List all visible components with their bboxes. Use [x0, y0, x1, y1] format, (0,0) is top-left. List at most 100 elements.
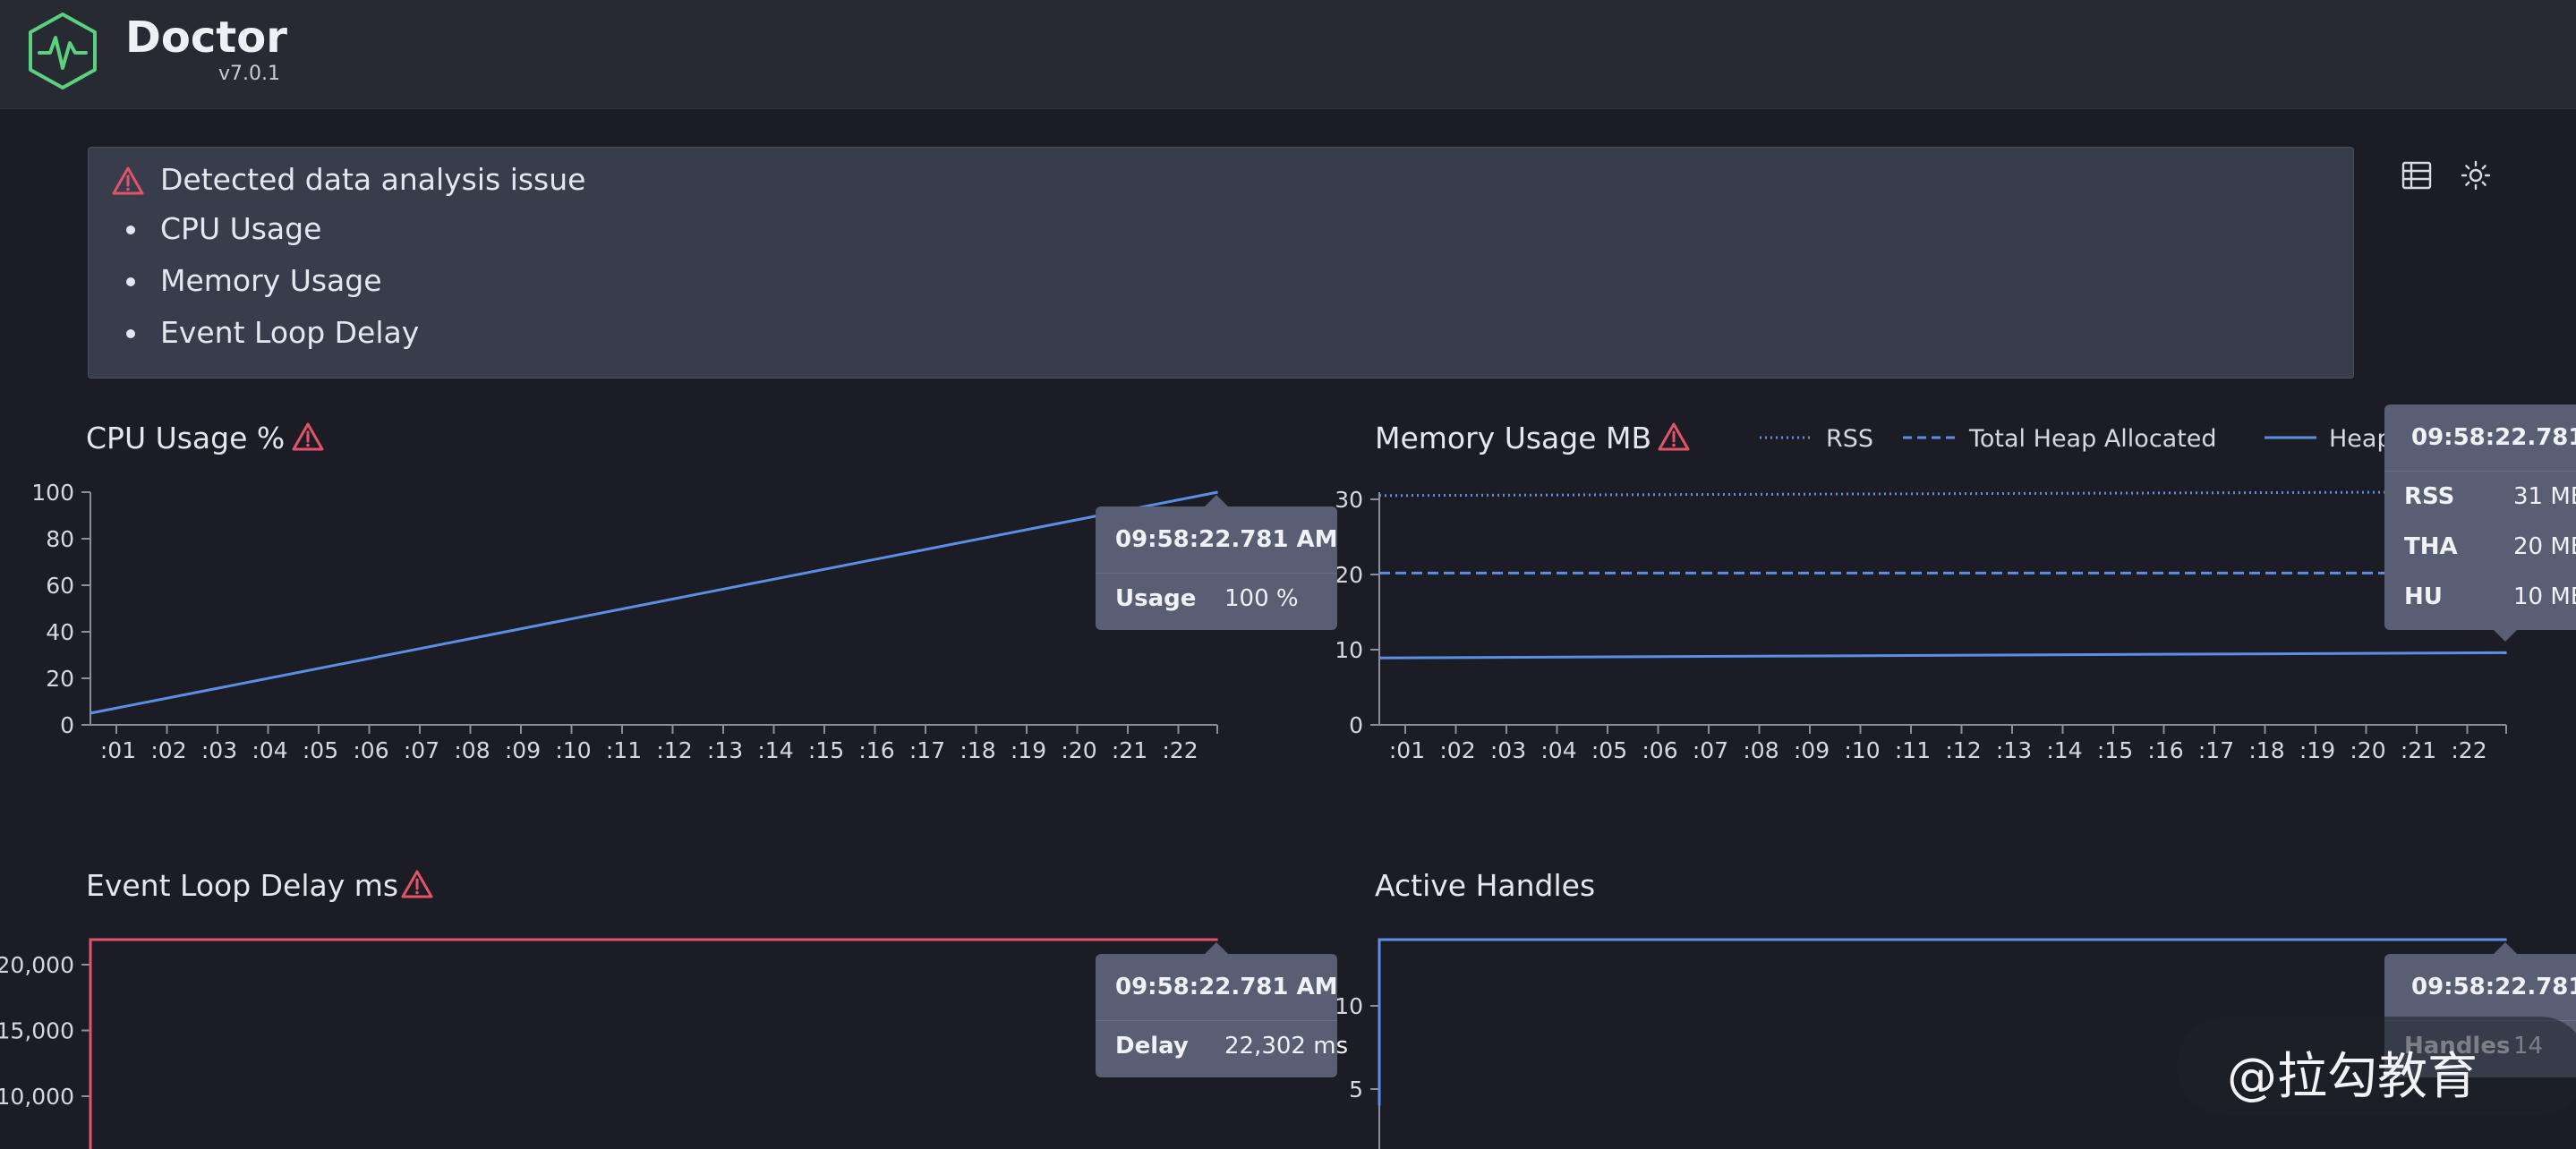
x-tick-label: :05	[1591, 737, 1627, 763]
cpu-series-usage	[90, 490, 1218, 715]
x-tick-label: :07	[1693, 737, 1728, 763]
x-tick-label: :05	[303, 737, 338, 763]
x-tick-label: :19	[1011, 737, 1046, 763]
memory-tooltip: 09:58:22.781 AM RSS 31 MB THA 20 MB HU 1…	[2384, 404, 2576, 642]
x-tick-label: :08	[454, 737, 490, 763]
alert-title: Detected data analysis issue	[160, 162, 586, 197]
x-tick-label: :06	[353, 737, 388, 763]
x-tick-label: :04	[1540, 737, 1576, 763]
x-tick-label: :09	[505, 737, 541, 763]
x-tick-label: :12	[1945, 737, 1981, 763]
memory-legend: RSS Total Heap Allocated Heap Used	[1760, 425, 2461, 453]
warning-triangle-icon	[292, 422, 324, 451]
x-tick-label: :14	[2046, 737, 2082, 763]
app-version: v7.0.1	[218, 63, 280, 85]
y-tick-label: 20	[1335, 562, 1363, 588]
y-tick-label: 10	[1335, 637, 1363, 663]
delay-chart-title: Event Loop Delay ms	[86, 868, 399, 903]
legend-rss-label: RSS	[1826, 425, 1873, 453]
tooltip-row: RSS 31 MB	[2384, 472, 2576, 522]
tooltip-value: 22,302 ms	[1224, 1033, 1349, 1060]
tooltip-key: Usage	[1115, 585, 1197, 612]
x-tick-label: :22	[2451, 737, 2486, 763]
delay-tooltip: 09:58:22.781 AM Delay 22,302 ms	[1096, 942, 1348, 1077]
sun-icon[interactable]	[2460, 159, 2492, 192]
chart-axes: 020406080100:01:02:03:04:05:06:07:08:09:…	[0, 480, 2507, 1149]
chart-series	[89, 490, 2507, 1149]
warning-triangle-icon	[401, 870, 433, 898]
x-tick-label: :18	[960, 737, 995, 763]
x-tick-label: :13	[707, 737, 743, 763]
x-tick-label: :01	[1389, 737, 1425, 763]
memory-series-heap-used	[1378, 651, 2507, 660]
x-tick-label: :11	[606, 737, 642, 763]
tooltip-time: 09:58:22.781 AM	[2384, 954, 2576, 1021]
x-tick-label: :14	[757, 737, 793, 763]
x-tick-label: :15	[808, 737, 844, 763]
alert-issue-list: CPU Usage Memory Usage Event Loop Delay	[125, 203, 419, 359]
x-tick-label: :10	[555, 737, 591, 763]
tooltip-key: RSS	[2404, 483, 2455, 510]
x-tick-label: :17	[2198, 737, 2234, 763]
doctor-logo-icon	[29, 13, 97, 89]
tooltip-value: 10 MB	[2513, 583, 2576, 610]
y-tick-label: 60	[46, 573, 74, 599]
x-tick-label: :07	[404, 737, 439, 763]
x-tick-label: :03	[1490, 737, 1526, 763]
memory-series-rss	[1378, 490, 2507, 498]
watermark: @拉勾教育	[2177, 1017, 2576, 1115]
y-tick-label: 0	[1349, 712, 1363, 738]
app-header: Doctor v7.0.1	[0, 0, 2576, 109]
x-tick-label: :03	[201, 737, 237, 763]
watermark-text: @拉勾教育	[2227, 1048, 2478, 1106]
memory-axes: 0 10 20 30:01:02:03:04:05:06:07:08:09:10:11…	[1335, 487, 2507, 763]
y-tick-label: 30	[1335, 487, 1363, 513]
x-tick-label: :04	[252, 737, 287, 763]
y-tick-label: 10,000	[0, 1084, 74, 1110]
x-tick-label: :10	[1844, 737, 1880, 763]
tooltip-caret	[1205, 942, 1228, 954]
delay-series-delay	[89, 938, 1218, 1149]
tooltip-row: HU 10 MB	[2384, 572, 2576, 622]
list-layout-icon[interactable]	[2401, 159, 2433, 192]
cpu-tooltip: 09:58:22.781 AM Usage 100 %	[1096, 495, 1338, 630]
tooltip-caret	[2494, 630, 2517, 642]
x-tick-label: :13	[1996, 737, 2032, 763]
x-tick-label: :22	[1162, 737, 1198, 763]
tooltip-time: 09:58:22.781 AM	[1096, 506, 1338, 574]
x-tick-label: :21	[2401, 737, 2436, 763]
tooltip-row: Delay 22,302 ms	[1096, 1021, 1348, 1071]
handles-chart-title: Active Handles	[1375, 868, 1596, 903]
x-tick-label: :20	[1061, 737, 1096, 763]
y-tick-label: 15,000	[0, 1018, 74, 1044]
y-tick-label: 20	[46, 666, 74, 692]
tooltip-key: Delay	[1115, 1033, 1189, 1060]
tooltip-value: 100 %	[1224, 585, 1299, 612]
y-tick-label: 0	[60, 712, 74, 738]
x-tick-label: :18	[2248, 737, 2284, 763]
tooltip-key: THA	[2404, 533, 2458, 560]
warning-triangle-icon	[1658, 422, 1690, 451]
x-tick-label: :17	[909, 737, 945, 763]
x-tick-label: :01	[100, 737, 136, 763]
tooltip-key: HU	[2404, 583, 2443, 610]
x-tick-label: :02	[1439, 737, 1475, 763]
y-tick-label: 5	[1349, 1077, 1363, 1102]
x-tick-label: :12	[656, 737, 692, 763]
handles-series-handles	[1378, 938, 2507, 1106]
y-tick-label: 10	[1335, 993, 1363, 1019]
alert-issue-item: Event Loop Delay	[125, 307, 419, 359]
cpu-axes: 0 20 40 60 80 100:01:02:03:04:05:06:07:08:09:…	[31, 480, 1218, 763]
x-tick-label: :16	[858, 737, 894, 763]
x-tick-label: :20	[2350, 737, 2385, 763]
tooltip-caret	[2494, 942, 2517, 954]
issue-alert: Detected data analysis issue CPU Usage M…	[88, 147, 2354, 379]
x-tick-label: :02	[150, 737, 186, 763]
y-tick-label: 20,000	[0, 952, 74, 978]
x-tick-label: :06	[1642, 737, 1677, 763]
tooltip-row: THA 20 MB	[2384, 522, 2576, 572]
x-tick-label: :15	[2097, 737, 2133, 763]
x-tick-label: :09	[1794, 737, 1830, 763]
x-tick-label: :11	[1895, 737, 1931, 763]
